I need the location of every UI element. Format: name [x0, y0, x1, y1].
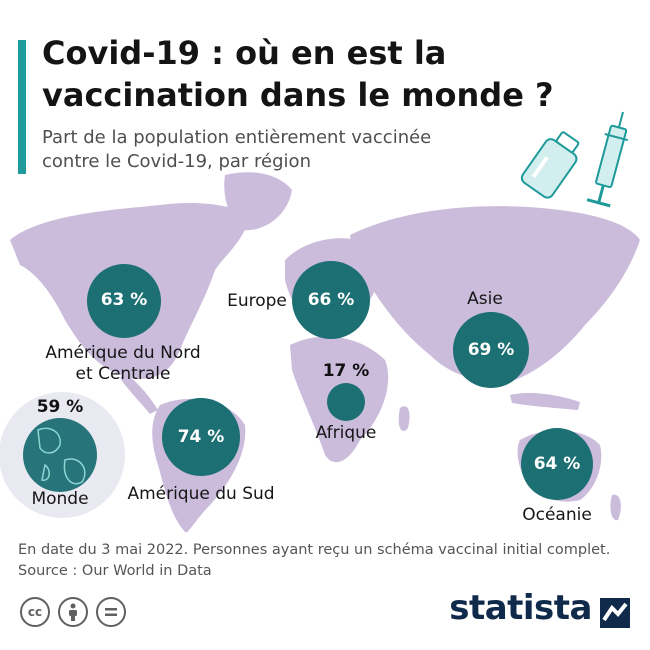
circle-south-america	[162, 398, 240, 476]
land-indonesia	[510, 392, 580, 410]
circle-north-america	[87, 264, 161, 338]
circle-oceania	[521, 428, 593, 500]
label-south-america: Amérique du Sud	[127, 484, 275, 504]
person-icon[interactable]	[58, 597, 88, 627]
label-world: Monde	[31, 489, 89, 509]
value-south-america: 74 %	[177, 427, 225, 447]
circle-europe	[292, 261, 370, 339]
land-japan	[578, 266, 592, 294]
equals-icon[interactable]	[96, 597, 126, 627]
region-circles	[87, 261, 593, 500]
circle-asia	[453, 312, 529, 388]
land-greenland	[224, 172, 292, 231]
title-accent-bar	[18, 40, 26, 174]
label-oceania: Océanie	[522, 505, 592, 525]
value-oceania: 64 %	[533, 454, 581, 474]
land-madagascar	[398, 406, 410, 432]
land-new-zealand	[610, 494, 621, 521]
syringe-icon	[586, 111, 629, 208]
page-subtitle: Part de la population entièrement vaccin…	[42, 127, 432, 172]
label-africa: Afrique	[315, 423, 377, 443]
label-europe: Europe	[227, 291, 287, 311]
world-globe	[0, 392, 125, 518]
value-north-america: 63 %	[100, 290, 148, 310]
vaccine-vial-icon	[520, 131, 580, 199]
circle-africa	[327, 383, 365, 421]
value-africa: 17 %	[322, 361, 370, 381]
value-asia: 69 %	[467, 340, 515, 360]
page-title: Covid-19 : où en est la vaccination dans…	[42, 34, 554, 114]
land-asia	[350, 206, 640, 382]
statista-logo-text[interactable]: statista	[449, 588, 592, 628]
value-europe: 66 %	[307, 290, 355, 310]
value-world: 59 %	[36, 397, 84, 417]
cc-icon[interactable]: cc	[20, 597, 50, 627]
label-asia: Asie	[467, 289, 503, 309]
statista-logo-icon[interactable]	[600, 598, 630, 628]
label-north-america: Amérique du Nord et Centrale	[45, 343, 201, 384]
land-central-america	[120, 372, 158, 414]
footnote: En date du 3 mai 2022. Personnes ayant r…	[18, 542, 611, 579]
